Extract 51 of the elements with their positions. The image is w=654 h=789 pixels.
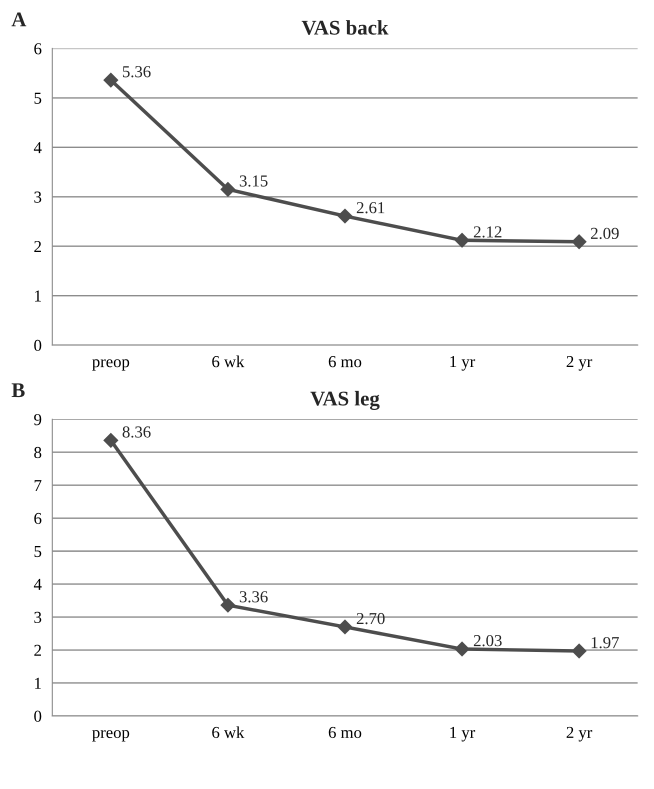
y-tick-label: 3 [34, 612, 42, 623]
x-tick-label: 6 wk [212, 726, 244, 738]
y-tick-label: 0 [34, 340, 42, 352]
y-tick-label: 2 [34, 644, 41, 656]
point [338, 208, 352, 224]
data-label: 2.61 [356, 202, 384, 214]
y-tick-label: 2 [34, 240, 41, 252]
data-label: 2.12 [474, 226, 502, 238]
y-tick-label: 0 [34, 710, 42, 722]
x-tick-label: 6 mo [328, 356, 362, 368]
y-tick-label: 4 [34, 578, 42, 590]
y-tick-label: 1 [35, 290, 41, 302]
data-label: 2.03 [474, 635, 502, 646]
data-label: 2.09 [590, 228, 619, 240]
x-tick-label: preop [92, 359, 130, 371]
text: A [12, 12, 26, 26]
y-tick-label: 1 [35, 678, 41, 689]
x-tick-label: 1 yr [450, 356, 476, 371]
x-tick-label: 2 yr [566, 726, 592, 742]
y-tick-label: 3 [34, 192, 42, 203]
chart-title: VAS back [302, 20, 388, 35]
data-label: 5.36 [122, 66, 151, 78]
x-tick-label: 2 yr [566, 356, 592, 371]
point [220, 182, 236, 197]
y-tick-label: 6 [34, 512, 42, 524]
x-tick-label: 6 wk [212, 356, 244, 368]
y-tick-label: 5 [34, 92, 42, 104]
x-tick-label: 6 mo [328, 726, 362, 738]
y-tick-label: 9 [34, 414, 42, 426]
y-tick-label: 4 [34, 142, 42, 154]
data-label: 8.36 [122, 426, 151, 438]
data-label: 3.36 [240, 591, 268, 602]
x-tick-label: preop [92, 730, 130, 742]
point [454, 232, 470, 248]
data-label: 1.97 [592, 637, 619, 648]
y-tick-label: 8 [34, 446, 42, 458]
point [338, 620, 352, 634]
point [572, 234, 587, 250]
y-tick-label: 6 [34, 43, 42, 54]
point [572, 644, 587, 658]
data-label: 2.70 [356, 612, 385, 624]
point [103, 432, 118, 448]
data-label: 3.15 [240, 175, 268, 187]
text: B [12, 383, 25, 398]
point [454, 642, 470, 656]
y-tick-label: 7 [34, 480, 42, 491]
y-tick-label: 5 [34, 546, 42, 558]
point [103, 72, 118, 88]
point [220, 598, 236, 613]
chart-title: VAS leg [310, 390, 380, 410]
x-tick-label: 1 yr [450, 726, 476, 742]
